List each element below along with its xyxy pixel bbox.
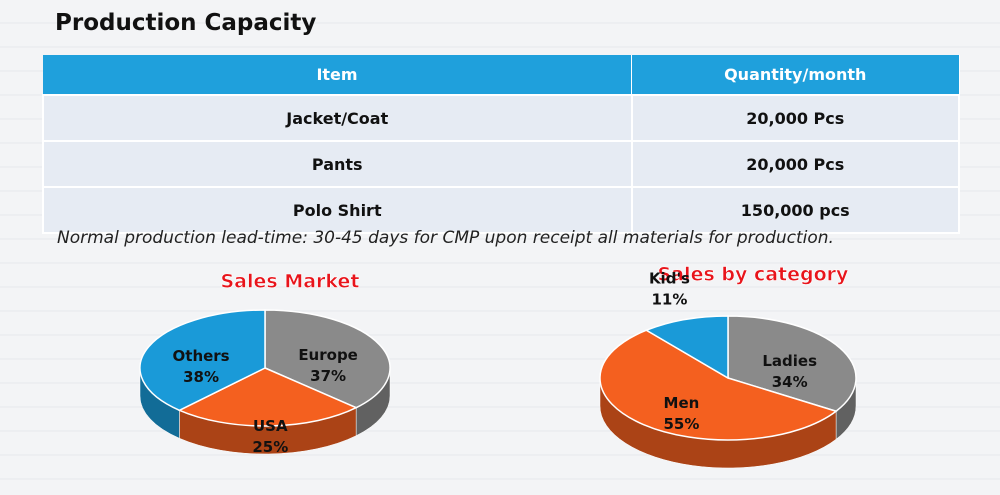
slide-title: Production Capacity	[55, 10, 317, 36]
table-cell: Jacket/Coat	[42, 94, 633, 142]
table-header: Item	[43, 55, 632, 95]
pie-slice	[264, 309, 391, 409]
pie-slice	[599, 329, 838, 441]
pie-slice	[644, 315, 729, 380]
table-cell: 20,000 Pcs	[630, 94, 960, 142]
table-cell: Pants	[42, 140, 633, 188]
slice-value: 55%	[663, 415, 699, 433]
table-cell: 20,000 Pcs	[630, 140, 960, 188]
table-cell: 150,000 pcs	[630, 186, 960, 234]
slice-value: 38%	[183, 368, 219, 386]
slice-value: 37%	[310, 367, 346, 385]
slice-label: Ladies	[762, 352, 817, 370]
slice-value: 11%	[652, 291, 688, 309]
slice-label: Men	[664, 394, 700, 412]
slice-label: Others	[173, 347, 230, 365]
table-cell: Polo Shirt	[42, 186, 633, 234]
slice-label: Europe	[298, 346, 358, 364]
table-header: Quantity/month	[631, 55, 960, 95]
chart-title: Sales Market	[220, 271, 359, 293]
chart-title: Sales by category	[658, 264, 850, 286]
slice-value: 25%	[252, 438, 288, 456]
slice-label: USA	[253, 417, 288, 435]
note: Normal production lead-time: 30-45 days …	[57, 228, 834, 248]
pie-slice	[177, 367, 358, 427]
capacity-table: Item Quantity/month Jacket/Coat 20,000 Pc…	[42, 55, 960, 234]
slice-value: 34%	[772, 373, 808, 391]
pie-slice	[139, 309, 266, 412]
slice-label: Kid's	[649, 270, 690, 288]
